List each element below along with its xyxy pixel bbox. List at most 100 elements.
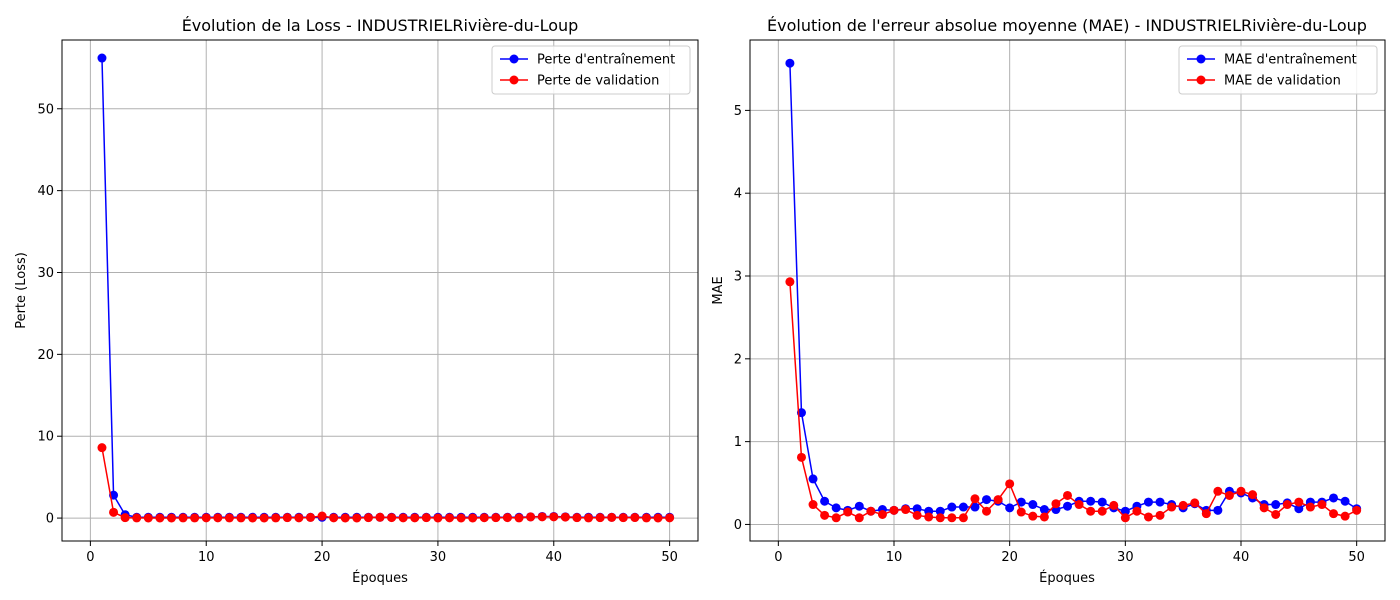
loss-chart-series-1-point [97, 443, 107, 453]
loss-chart-series-1-point [166, 513, 176, 523]
mae-chart-xtick-label-5: 50 [1348, 550, 1365, 565]
loss-chart-grid [62, 40, 698, 541]
loss-chart-series-1-point [282, 513, 292, 523]
loss-chart-series-1-point [190, 513, 200, 523]
loss-chart-xtick-label-3: 30 [430, 550, 447, 565]
mae-chart-series-0-point [1340, 496, 1350, 506]
loss-chart-ytick-label-5: 50 [37, 102, 54, 117]
mae-chart-series-0-point [912, 504, 922, 514]
mae-chart-series-1-point [1039, 512, 1049, 522]
loss-chart-series-1-point [363, 513, 373, 523]
mae-chart-series-0-point [935, 506, 945, 516]
mae-chart-series-1-point [785, 277, 795, 287]
loss-chart-series-1-point [421, 513, 431, 523]
loss-chart-legend-label-0: Perte d'entraînement [537, 53, 675, 68]
loss-chart-legend-label-1: Perte de validation [537, 74, 659, 89]
mae-chart-series-1-point [970, 494, 980, 504]
mae-chart-plot-area [749, 39, 1386, 542]
loss-chart-series-1-point [398, 513, 408, 523]
mae-chart-legend-label-0: MAE d'entraînement [1224, 53, 1357, 68]
loss-chart-series-1-point [305, 512, 315, 522]
mae-chart-series-0-point [947, 502, 957, 512]
mae-chart-series-1-point [901, 505, 911, 515]
mae-chart-series-1-point [958, 513, 968, 523]
mae-chart-xtick-label-1: 10 [886, 550, 903, 565]
mae-chart-series-0-point [1155, 497, 1165, 507]
loss-chart-series-1-point [479, 513, 489, 523]
mae-chart-series-1-point [843, 507, 853, 517]
loss-chart-legend-box [491, 45, 691, 95]
mae-chart-series-1-point [1063, 490, 1072, 500]
mae-chart-series-0-point [1329, 493, 1339, 503]
loss-chart-ylabel: Perte (Loss) [14, 252, 29, 329]
loss-chart-series-1-point [445, 513, 455, 523]
loss-chart-series-1-line [101, 447, 670, 519]
mae-chart-series-1-point [924, 512, 934, 522]
mae-chart-series-1-point [889, 505, 899, 515]
mae-chart-series-1-point [1329, 509, 1339, 519]
mae-chart-series-1-line [789, 281, 1357, 519]
loss-chart-series-1-point [618, 513, 628, 523]
loss-chart-title: Évolution de la Loss - INDUSTRIELRivière… [182, 16, 579, 35]
mae-chart-series-1-point [1213, 486, 1223, 496]
mae-chart-series-1-point [1271, 510, 1281, 519]
mae-chart-series-1-point [1305, 502, 1315, 512]
loss-chart-series-1-point [607, 512, 617, 522]
loss-chart-series-0-point [97, 53, 107, 63]
mae-chart-series-1-point [877, 510, 887, 519]
mae-chart-series-1-point [1132, 506, 1142, 516]
mae-chart-series-1-point [1178, 500, 1188, 510]
loss-chart-series-0-line [101, 57, 670, 519]
mae-chart-series-1-point [796, 452, 806, 462]
mae-chart-xtick-label-3: 30 [1117, 550, 1134, 565]
loss-chart-series-1-point [560, 512, 570, 522]
mae-chart-ytick-label-3: 3 [734, 270, 742, 285]
mae-chart-xlabel: Époques [1039, 570, 1095, 586]
mae-chart-legend-label-1: MAE de validation [1224, 74, 1341, 89]
loss-chart-series-1-point [526, 512, 536, 522]
loss-chart-series-1-point [456, 513, 466, 523]
mae-chart-series-0-point [1005, 503, 1015, 513]
loss-chart-series-1-point [572, 513, 582, 523]
mae-chart-series-0-point [970, 502, 980, 512]
loss-chart-series-1-point [502, 513, 512, 523]
loss-chart-legend-marker-0 [509, 54, 519, 64]
mae-chart-ylabel: MAE [711, 276, 726, 304]
loss-chart-series-1-point [213, 513, 223, 523]
loss-chart-series-1-point [132, 513, 142, 523]
mae-chart-series-0-point [808, 474, 818, 484]
mae-chart-series-1-point [1352, 505, 1362, 515]
mae-chart-series-1-point [1190, 498, 1200, 508]
mae-chart-xtick-label-2: 20 [1001, 550, 1018, 565]
mae-chart-series-0-point [1039, 505, 1049, 515]
mae-chart-legend-marker-0 [1196, 54, 1206, 64]
loss-chart-series-1-point [537, 512, 547, 522]
loss-chart-series-1-point [329, 513, 339, 523]
mae-chart-legend: MAE d'entraînement MAE de validation [1178, 45, 1378, 95]
mae-chart-series-1-point [1028, 511, 1038, 521]
loss-chart-series-1-point [259, 513, 269, 523]
mae-chart-series-0-point [820, 496, 830, 506]
mae-chart-series-0-point [1120, 506, 1130, 516]
loss-chart-series-1-point [317, 511, 327, 521]
loss-chart-ticks: 0 10 20 30 40 50 0 10 20 30 40 50 [37, 102, 677, 565]
loss-chart-series-1-point [271, 513, 281, 523]
mae-chart-series-0-line [789, 63, 1358, 512]
mae-chart-series-1-point [1005, 479, 1015, 489]
mae-chart-ytick-label-4: 4 [734, 187, 742, 202]
loss-chart-ytick-label-1: 10 [37, 430, 54, 445]
mae-chart-series-1-point [982, 506, 992, 516]
loss-chart-series-1-point [584, 513, 594, 523]
mae-chart-series-0-point [1028, 500, 1038, 510]
mae-chart-series-1-point [1097, 506, 1107, 516]
loss-chart-xtick-label-5: 50 [661, 550, 678, 565]
mae-chart-series-1-point [820, 510, 830, 520]
loss-chart-series-1-point [120, 513, 130, 523]
loss-chart-xtick-label-4: 40 [545, 550, 562, 565]
loss-chart-series-1-point [468, 513, 478, 523]
mae-chart-series-1-point [1317, 500, 1327, 510]
mae-chart-series-1-point [1167, 502, 1177, 512]
mae-chart-ytick-label-5: 5 [734, 104, 742, 119]
mae-chart-series-0-point [1294, 504, 1304, 514]
